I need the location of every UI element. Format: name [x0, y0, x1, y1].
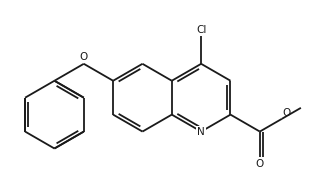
Text: O: O — [256, 159, 264, 169]
Text: Cl: Cl — [196, 25, 206, 35]
Text: N: N — [197, 127, 205, 137]
Text: O: O — [283, 108, 291, 118]
Text: O: O — [80, 52, 88, 62]
